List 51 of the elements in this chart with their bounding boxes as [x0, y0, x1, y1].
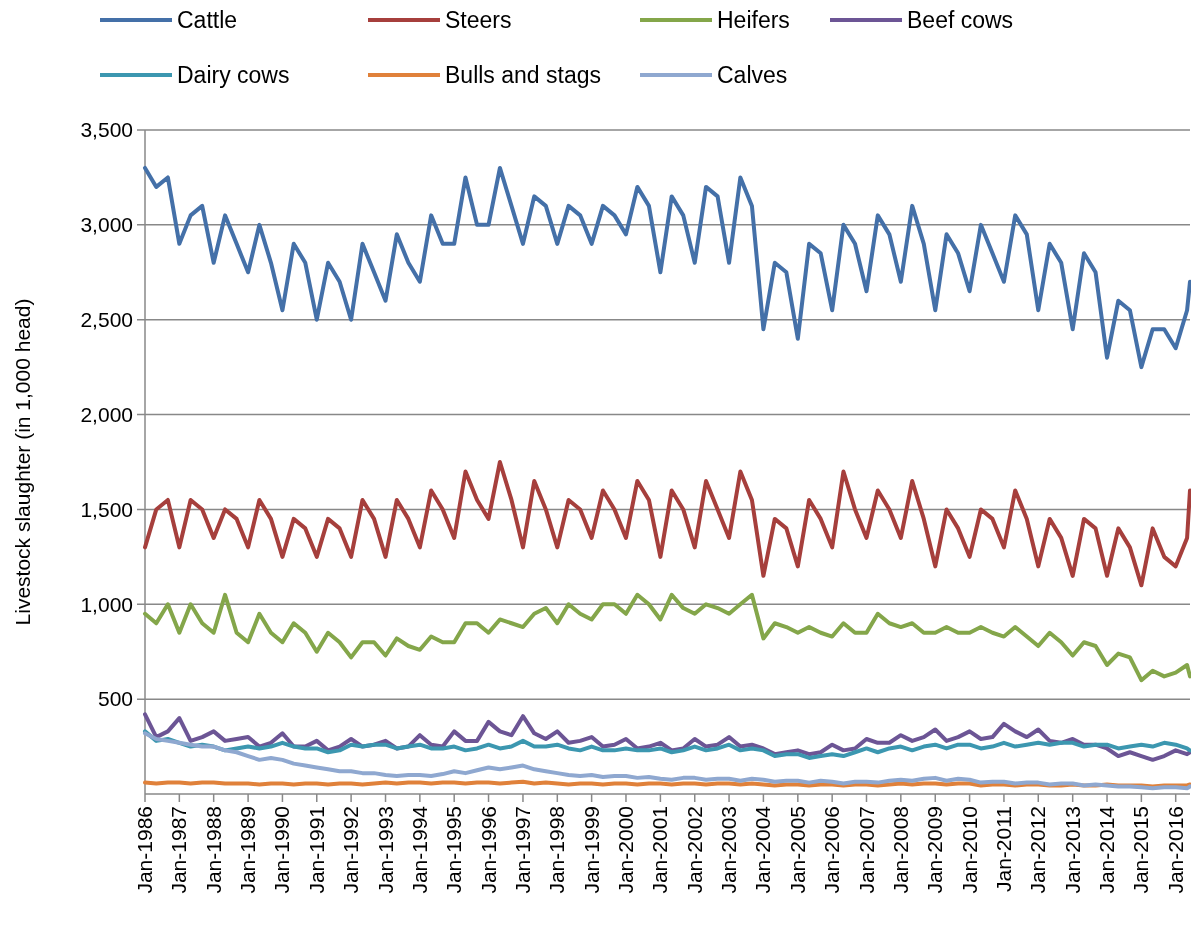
legend-label: Dairy cows	[177, 62, 290, 89]
legend-label: Steers	[445, 7, 512, 34]
legend-label: Cattle	[177, 7, 238, 34]
y-axis-title: Livestock slaughter (in 1,000 head)	[11, 298, 34, 626]
x-tick-label: Jan-2002	[682, 806, 706, 894]
x-tick-label: Jan-2014	[1095, 805, 1119, 894]
x-tick-label: Jan-2010	[957, 806, 981, 894]
line-series	[143, 731, 1191, 791]
y-tick-label: 2,500	[80, 308, 133, 332]
x-tick-label: Jan-2001	[648, 806, 672, 894]
legend-label: Calves	[717, 62, 788, 89]
x-tick-label: Jan-2006	[820, 806, 844, 894]
x-tick-label: Jan-2013	[1060, 806, 1084, 894]
line-series	[143, 592, 1191, 683]
y-tick-label: 2,000	[80, 402, 133, 426]
y-tick-label: 3,500	[80, 118, 133, 142]
x-tick-label: Jan-2012	[1026, 806, 1050, 894]
x-tick-label: Jan-2008	[888, 806, 912, 894]
x-tick-label: Jan-1992	[339, 806, 363, 894]
x-tick-label: Jan-2009	[923, 806, 947, 894]
x-tick-label: Jan-1988	[201, 806, 225, 894]
y-tick-label: 1,500	[80, 497, 133, 521]
x-tick-label: Jan-2004	[751, 805, 775, 894]
legend-label: Heifers	[717, 7, 790, 34]
x-tick-label: Jan-2000	[613, 806, 637, 894]
x-tick-label: Jan-2007	[854, 806, 878, 894]
x-tick-label: Jan-2003	[717, 806, 741, 894]
x-tick-label: Jan-2016	[1163, 806, 1187, 894]
x-tick-label: Jan-1993	[373, 806, 397, 894]
line-series	[143, 460, 1191, 588]
x-tick-label: Jan-1986	[133, 806, 156, 894]
x-tick-label: Jan-1996	[476, 806, 500, 894]
x-tick-label: Jan-1987	[167, 806, 191, 894]
legend-label: Beef cows	[907, 7, 1014, 34]
x-tick-label: Jan-2015	[1129, 806, 1153, 894]
x-tick-label: Jan-1994	[407, 805, 431, 894]
x-tick-label: Jan-2011	[991, 806, 1015, 893]
x-tick-label: Jan-2005	[785, 806, 809, 894]
x-tick-label: Jan-1990	[270, 806, 294, 894]
y-tick-label: 1,000	[80, 592, 133, 616]
legend-label: Bulls and stags	[445, 62, 601, 89]
line-series	[143, 729, 1191, 760]
x-tick-label: Jan-1999	[579, 806, 603, 894]
x-tick-label: Jan-1991	[304, 806, 328, 894]
x-tick-label: Jan-1998	[545, 806, 569, 894]
y-tick-label: 3,000	[80, 213, 133, 237]
x-tick-label: Jan-1997	[510, 806, 534, 894]
x-tick-label: Jan-1989	[236, 806, 260, 894]
y-tick-label: 500	[97, 687, 133, 711]
x-tick-label: Jan-1995	[442, 806, 466, 894]
line-series	[143, 165, 1191, 370]
